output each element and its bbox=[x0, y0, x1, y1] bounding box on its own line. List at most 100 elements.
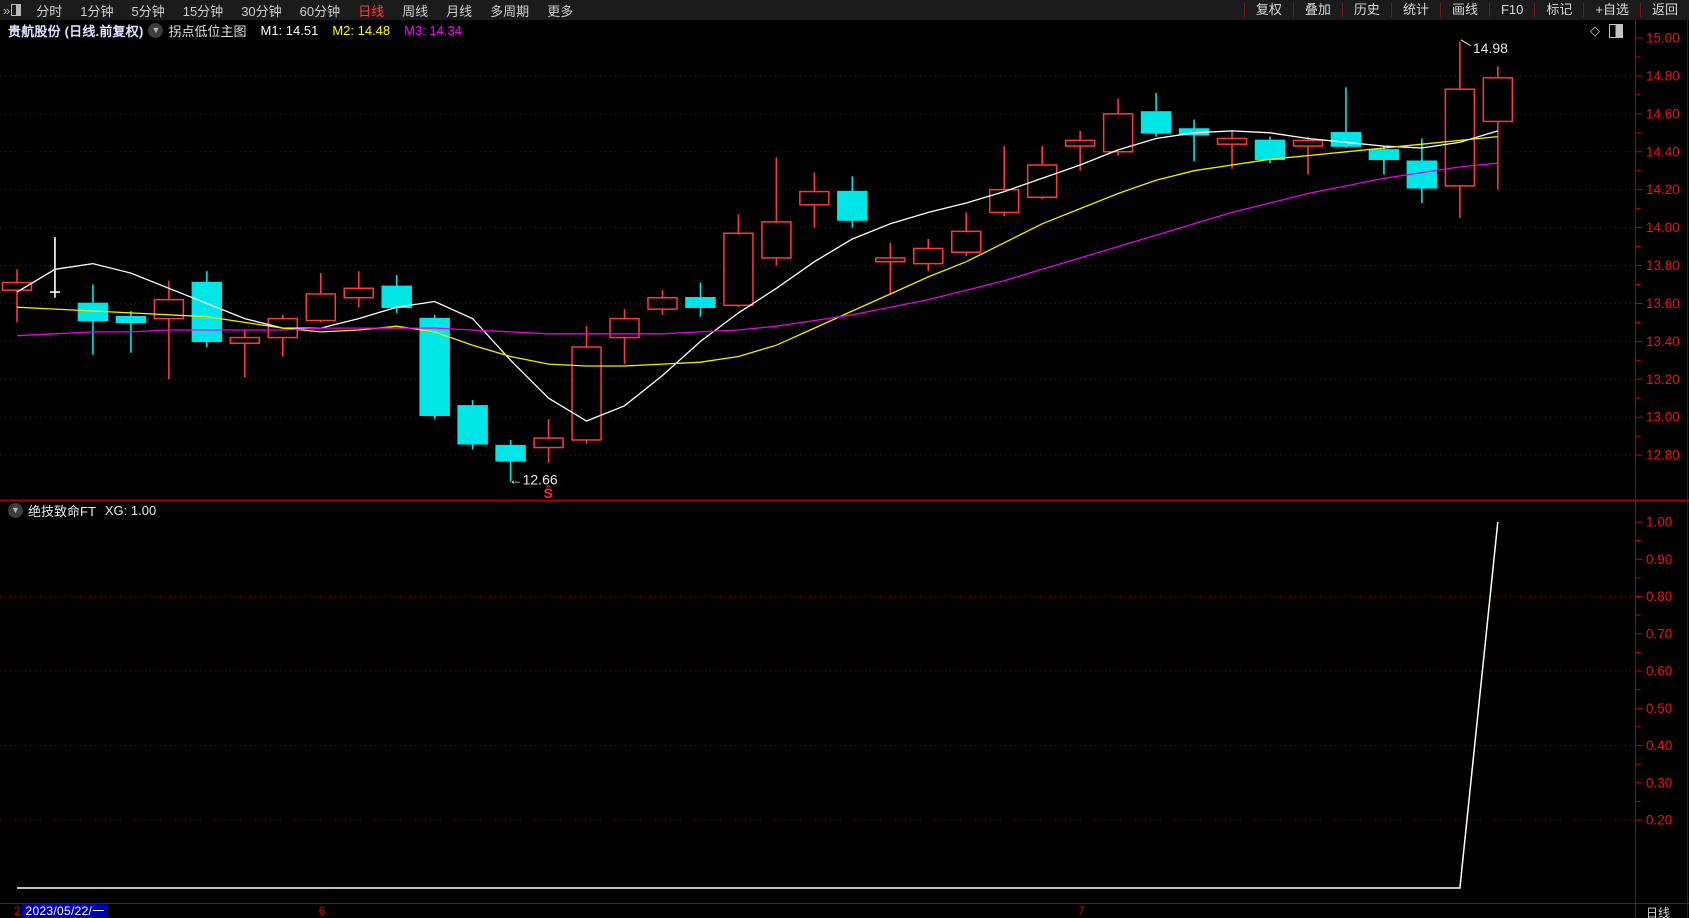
sub-axis-label: 0.60 bbox=[1646, 664, 1672, 679]
candle-up bbox=[647, 297, 678, 310]
chevron-down-circle-icon[interactable]: ▼ bbox=[8, 503, 23, 518]
candle-up bbox=[988, 188, 1020, 214]
chart-corner-icons: ◇ bbox=[1590, 23, 1623, 39]
candle-up bbox=[1026, 164, 1058, 199]
candle-down bbox=[1368, 149, 1400, 161]
button-叠加[interactable]: 叠加 bbox=[1292, 3, 1342, 17]
signal-marker: Ŝ bbox=[544, 484, 553, 501]
button-历史[interactable]: 历史 bbox=[1341, 3, 1391, 17]
toolbar-right-buttons: 复权 叠加 历史 统计 画线 F10 标记 +自选 返回 bbox=[1243, 0, 1689, 20]
ma2-value-label: M2: 14.48 bbox=[332, 22, 391, 38]
low-price-callout: ←12.66 bbox=[509, 472, 558, 488]
candle-up bbox=[1444, 88, 1476, 187]
high-price-callout: 14.98 bbox=[1473, 40, 1508, 56]
candle-down bbox=[457, 405, 488, 445]
diamond-icon[interactable]: ◇ bbox=[1590, 23, 1600, 38]
ma-line-M3 bbox=[16, 162, 1498, 337]
tab-周线[interactable]: 周线 bbox=[402, 3, 429, 19]
sub-indicator-value: XG: 1.00 bbox=[104, 503, 157, 518]
candle-up bbox=[571, 346, 602, 441]
stock-name-label: 贵航股份 (日线.前复权) bbox=[8, 23, 144, 39]
candle-up bbox=[533, 437, 564, 449]
price-axis-label: 14.60 bbox=[1646, 106, 1680, 121]
candle-up bbox=[799, 190, 830, 206]
price-axis-label: 14.00 bbox=[1646, 220, 1680, 235]
candle-down bbox=[1140, 111, 1172, 134]
candlestick-chart-canvas[interactable]: 15.00 14.80 14.60 14.40 14.20 14.00 13.80 13.60… bbox=[0, 20, 1689, 918]
candle-up bbox=[1482, 77, 1514, 123]
candle-up bbox=[723, 232, 754, 307]
tab-更多[interactable]: 更多 bbox=[547, 3, 574, 19]
candle-down bbox=[381, 285, 412, 308]
price-axis-label: 14.20 bbox=[1646, 182, 1680, 197]
date-fragment: 2 bbox=[14, 904, 21, 918]
candle-up bbox=[1, 281, 33, 291]
button-标记[interactable]: 标记 bbox=[1534, 3, 1583, 17]
candle-up bbox=[1064, 139, 1096, 147]
price-axis-label: 13.60 bbox=[1646, 296, 1680, 311]
tab-多周期[interactable]: 多周期 bbox=[490, 3, 530, 19]
ma-line-M1 bbox=[16, 130, 1498, 422]
candle-up bbox=[761, 221, 792, 259]
price-axis-label: 13.40 bbox=[1646, 334, 1680, 349]
panel-icon bbox=[11, 4, 22, 16]
double-chevron-icon: » bbox=[3, 2, 11, 18]
tab-30分钟[interactable]: 30分钟 bbox=[241, 3, 282, 19]
candle-down bbox=[837, 190, 868, 221]
ma-line-M2 bbox=[16, 135, 1498, 367]
split-view-icon[interactable] bbox=[1609, 24, 1623, 38]
candle-down bbox=[1406, 160, 1438, 189]
sub-axis-label: 0.70 bbox=[1646, 626, 1672, 641]
candle-up bbox=[913, 247, 944, 265]
candle-up bbox=[951, 230, 982, 253]
main-indicator-name[interactable]: 拐点低位主图 bbox=[168, 23, 247, 39]
selected-date-box[interactable]: 2023/05/22/一 bbox=[22, 904, 108, 918]
tab-日线[interactable]: 日线 bbox=[358, 3, 385, 19]
candle-up bbox=[305, 293, 337, 322]
sub-axis-label: 0.50 bbox=[1646, 701, 1672, 716]
tab-1分钟[interactable]: 1分钟 bbox=[80, 3, 114, 19]
candle-up bbox=[875, 257, 906, 263]
candle-up bbox=[609, 317, 640, 339]
tab-60分钟[interactable]: 60分钟 bbox=[299, 3, 341, 19]
candle-down bbox=[191, 281, 223, 343]
ma3-value-label: M3: 14.34 bbox=[404, 22, 462, 38]
sub-indicator-name[interactable]: 绝技致命FT bbox=[28, 504, 96, 519]
button-复权[interactable]: 复权 bbox=[1243, 3, 1293, 17]
candle-down bbox=[495, 444, 526, 462]
sub-axis-label: 0.30 bbox=[1646, 775, 1672, 790]
tab-15分钟[interactable]: 15分钟 bbox=[182, 3, 224, 19]
candle-down bbox=[419, 317, 450, 417]
time-axis-bar: 2 2023/05/22/一 6 7 日线 bbox=[0, 904, 1689, 918]
candle-up bbox=[1216, 137, 1248, 145]
period-toolbar: » 分时 1分钟 5分钟 15分钟 30分钟 60分钟 日线 周线 月线 多周期 更多 复权 叠加 历史… bbox=[0, 0, 1689, 21]
collapse-sidebar-icon[interactable]: » bbox=[3, 2, 22, 18]
button-统计[interactable]: 统计 bbox=[1390, 3, 1440, 17]
button-+自选[interactable]: +自选 bbox=[1583, 3, 1640, 17]
tab-月线[interactable]: 月线 bbox=[446, 3, 473, 19]
chevron-down-circle-icon[interactable]: ▼ bbox=[148, 22, 164, 38]
button-画线[interactable]: 画线 bbox=[1439, 3, 1489, 17]
sub-axis-label: 0.40 bbox=[1646, 738, 1672, 753]
candle-up bbox=[343, 287, 374, 299]
candle-up bbox=[1102, 113, 1134, 153]
candle-up bbox=[229, 336, 261, 345]
price-axis-label: 14.40 bbox=[1646, 144, 1680, 159]
ma1-value-label: M1: 14.51 bbox=[260, 22, 319, 38]
price-axis-label: 13.80 bbox=[1646, 258, 1680, 273]
indicator-line-XG bbox=[17, 521, 1499, 889]
callout-line bbox=[1460, 39, 1472, 47]
sub-axis-label: 0.20 bbox=[1646, 813, 1672, 828]
month-marker-7: 7 bbox=[1078, 904, 1085, 918]
price-axis-label: 13.20 bbox=[1646, 372, 1680, 387]
period-label: 日线 bbox=[1646, 906, 1671, 918]
candle-down bbox=[115, 315, 147, 324]
button-F10[interactable]: F10 bbox=[1488, 3, 1534, 17]
candle-down bbox=[1330, 132, 1362, 147]
tab-分时[interactable]: 分时 bbox=[36, 3, 63, 19]
tab-5分钟[interactable]: 5分钟 bbox=[131, 3, 165, 19]
sub-axis-label: 1.00 bbox=[1646, 515, 1672, 530]
candle-up bbox=[1292, 139, 1324, 147]
button-返回[interactable]: 返回 bbox=[1639, 3, 1689, 17]
